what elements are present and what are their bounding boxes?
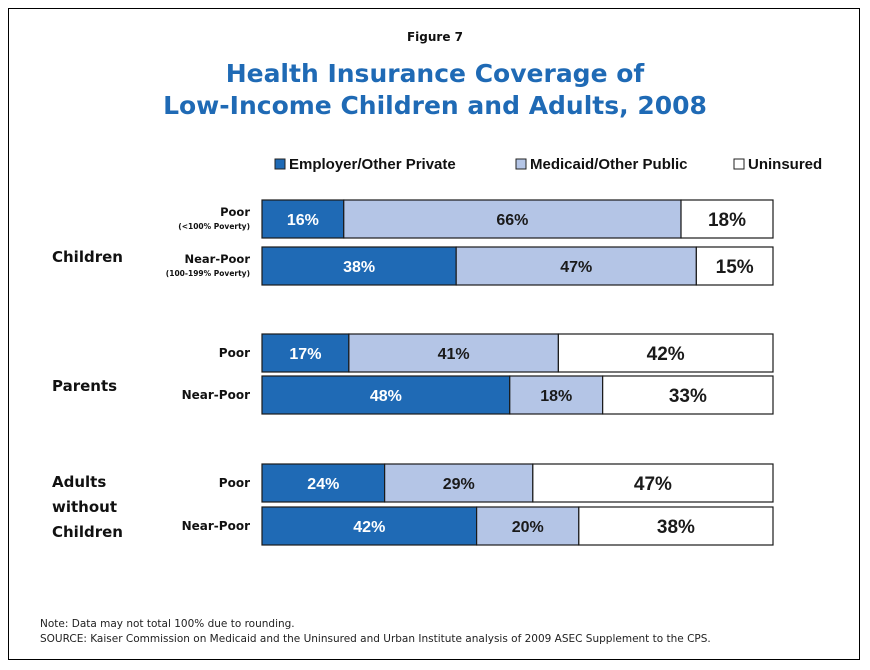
group-label-3-line-3: Children xyxy=(52,523,123,541)
bar-segment-6-1 xyxy=(261,506,478,546)
bar-segment-6-2 xyxy=(476,506,580,546)
data-label-3-2: 41% xyxy=(438,346,470,363)
row-sublabel-1: (<100% Poverty) xyxy=(178,222,250,231)
bar-segment-5-1 xyxy=(261,463,386,503)
bar-segment-4-1 xyxy=(261,375,511,415)
bar-segment-1-2 xyxy=(343,199,682,239)
group-label-2-line-1: Parents xyxy=(52,377,117,395)
note-text: Note: Data may not total 100% due to rou… xyxy=(40,618,295,630)
data-label-5-1: 24% xyxy=(307,476,339,493)
data-label-4-3: 33% xyxy=(669,386,707,407)
row-label-3: Poor xyxy=(219,346,250,360)
bar-segment-6-3 xyxy=(578,506,774,546)
figure-frame xyxy=(8,8,860,660)
data-label-5-3: 47% xyxy=(634,474,672,495)
data-label-6-2: 20% xyxy=(512,519,544,536)
row-label-4: Near-Poor xyxy=(182,388,250,402)
chart-title-line-1: Health Insurance Coverage of xyxy=(225,59,645,88)
chart-title: Health Insurance Coverage of Low-Income … xyxy=(0,58,870,122)
data-label-1-1: 16% xyxy=(287,212,319,229)
legend-label-2: Medicaid/Other Public xyxy=(530,156,688,173)
data-label-5-2: 29% xyxy=(443,476,475,493)
row-label-2: Near-Poor xyxy=(184,252,250,266)
row-sublabel-2: (100-199% Poverty) xyxy=(166,269,250,278)
legend-label-1: Employer/Other Private xyxy=(289,156,456,173)
data-label-4-2: 18% xyxy=(540,388,572,405)
row-label-6: Near-Poor xyxy=(182,519,250,533)
figure-label: Figure 7 xyxy=(406,30,464,44)
data-label-2-1: 38% xyxy=(343,259,375,276)
legend-swatch-3 xyxy=(733,158,745,170)
bar-segment-5-3 xyxy=(532,463,774,503)
bar-segment-2-2 xyxy=(455,246,697,286)
data-label-4-1: 48% xyxy=(370,388,402,405)
legend-swatch-1 xyxy=(274,158,286,170)
group-label-3-line-1: Adults xyxy=(52,473,106,491)
data-label-1-2: 66% xyxy=(496,212,528,229)
group-label-3-line-2: without xyxy=(52,498,117,516)
data-label-2-3: 15% xyxy=(716,257,754,278)
chart-title-line-2: Low-Income Children and Adults, 2008 xyxy=(163,91,707,120)
footnote: Note: Data may not total 100% due to rou… xyxy=(40,617,711,647)
bar-segment-1-3 xyxy=(680,199,774,239)
row-label-5: Poor xyxy=(219,476,250,490)
bar-segment-3-2 xyxy=(348,333,559,373)
bar-segment-3-3 xyxy=(557,333,774,373)
bar-segment-3-1 xyxy=(261,333,350,373)
bar-segment-2-1 xyxy=(261,246,457,286)
group-label-1-line-1: Children xyxy=(52,248,123,266)
legend-swatch-2 xyxy=(515,158,527,170)
data-label-6-1: 42% xyxy=(353,519,385,536)
data-label-3-1: 17% xyxy=(289,346,321,363)
row-label-1: Poor xyxy=(220,205,250,219)
data-label-3-3: 42% xyxy=(647,344,685,365)
bar-segment-4-3 xyxy=(602,375,774,415)
bar-segment-4-2 xyxy=(509,375,604,415)
data-label-6-3: 38% xyxy=(657,517,695,538)
source-text: SOURCE: Kaiser Commission on Medicaid an… xyxy=(40,633,711,645)
data-label-2-2: 47% xyxy=(560,259,592,276)
bar-segment-2-3 xyxy=(695,246,774,286)
data-label-1-3: 18% xyxy=(708,210,746,231)
legend-label-3: Uninsured xyxy=(748,156,822,173)
